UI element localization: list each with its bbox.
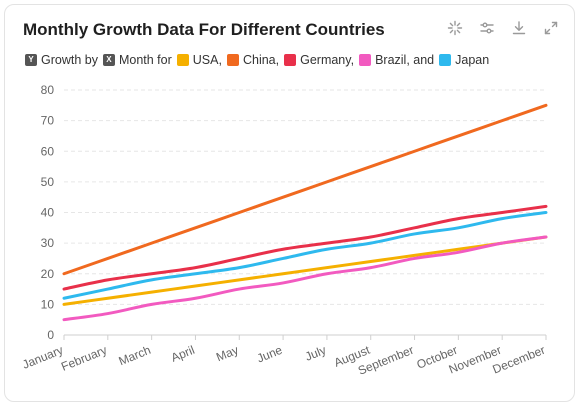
legend-label: Growth by: [41, 53, 98, 67]
legend-swatch: Y: [25, 54, 37, 66]
legend-label: Germany,: [300, 53, 355, 67]
x-tick-label: January: [20, 343, 65, 372]
legend-label: Month for: [118, 53, 172, 67]
legend-swatch: [226, 54, 239, 66]
expand-icon[interactable]: [542, 19, 560, 37]
legend-item-japan[interactable]: Japan: [439, 53, 489, 67]
x-tick-label: June: [255, 343, 285, 366]
y-tick-label: 10: [41, 297, 55, 311]
x-tick-label: March: [117, 343, 153, 368]
x-tick-label: February: [59, 343, 109, 374]
y-tick-label: 60: [41, 144, 55, 158]
y-tick-label: 30: [41, 236, 55, 250]
legend-label: Japan: [455, 53, 490, 67]
y-tick-label: 70: [41, 114, 55, 128]
sparkle-icon[interactable]: [446, 19, 464, 37]
legend-swatch: [439, 54, 452, 66]
y-tick-label: 80: [41, 83, 55, 97]
legend-label: USA,: [192, 53, 222, 67]
chart-toolbar: [446, 19, 560, 37]
legend-label: Brazil, and: [375, 53, 435, 67]
x-tick-label: April: [169, 343, 197, 365]
x-tick-label: May: [214, 343, 240, 364]
legend-swatch: [284, 54, 297, 66]
legend-item-usa[interactable]: USA,: [176, 53, 222, 67]
legend-swatch: [359, 54, 372, 66]
legend-item-growth-by[interactable]: Y Growth by: [25, 53, 98, 67]
legend-label: China,: [242, 53, 280, 67]
download-icon[interactable]: [510, 19, 528, 37]
series-line-germany: [62, 204, 548, 291]
y-tick-label: 40: [41, 206, 55, 220]
chart-title: Monthly Growth Data For Different Countr…: [23, 20, 385, 39]
y-tick-label: 50: [41, 175, 55, 189]
legend-swatch: X: [102, 54, 115, 66]
y-tick-label: 20: [41, 267, 55, 281]
series-line-usa: [62, 235, 548, 306]
series-line-japan: [62, 211, 548, 300]
x-tick-label: July: [303, 343, 328, 364]
sliders-icon[interactable]: [478, 19, 496, 37]
legend-swatch: [176, 54, 189, 66]
chart-legend: Y Growth by X Month for USA, China, Germ…: [25, 53, 494, 67]
legend-item-month-for[interactable]: X Month for: [102, 53, 172, 67]
legend-item-brazil[interactable]: Brazil, and: [359, 53, 434, 67]
chart-card: Monthly Growth Data For Different Countr…: [4, 4, 575, 402]
legend-item-germany[interactable]: Germany,: [284, 53, 354, 67]
series-line-brazil: [62, 235, 548, 322]
series-line-china: [62, 103, 548, 276]
y-tick-label: 0: [47, 328, 54, 342]
legend-item-china[interactable]: China,: [226, 53, 280, 67]
